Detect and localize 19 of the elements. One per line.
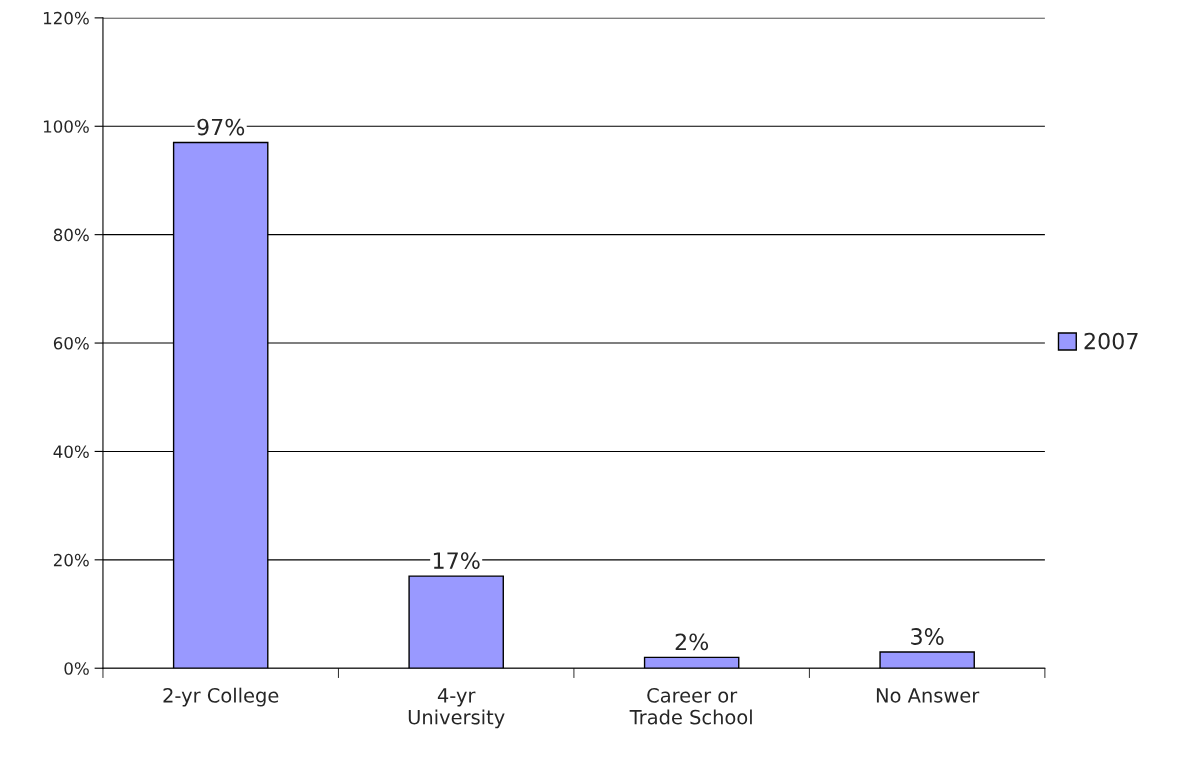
data-label: 97% bbox=[197, 118, 245, 136]
legend-label: 2007 bbox=[1084, 332, 1138, 350]
y-tick-label: 100% bbox=[43, 120, 89, 133]
x-tick-label: 2-yr College bbox=[163, 687, 279, 707]
bar bbox=[879, 651, 975, 669]
data-label: 3% bbox=[911, 628, 944, 645]
x-tick-label: Career or Trade School bbox=[629, 688, 752, 725]
x-tick-label: 4-yr University bbox=[408, 688, 505, 729]
y-tick-label: 80% bbox=[53, 228, 89, 242]
data-label: 2% bbox=[675, 633, 709, 651]
x-tick-label: No Answer bbox=[876, 688, 980, 703]
y-tick-label: 120% bbox=[43, 11, 89, 25]
bar bbox=[643, 656, 740, 669]
y-tick-label: 60% bbox=[53, 337, 89, 350]
bar bbox=[408, 575, 504, 669]
y-tick-label: 40% bbox=[53, 445, 89, 459]
y-tick-label: 0% bbox=[64, 662, 89, 675]
data-label: 17% bbox=[433, 552, 480, 569]
y-tick-label: 20% bbox=[53, 553, 89, 567]
